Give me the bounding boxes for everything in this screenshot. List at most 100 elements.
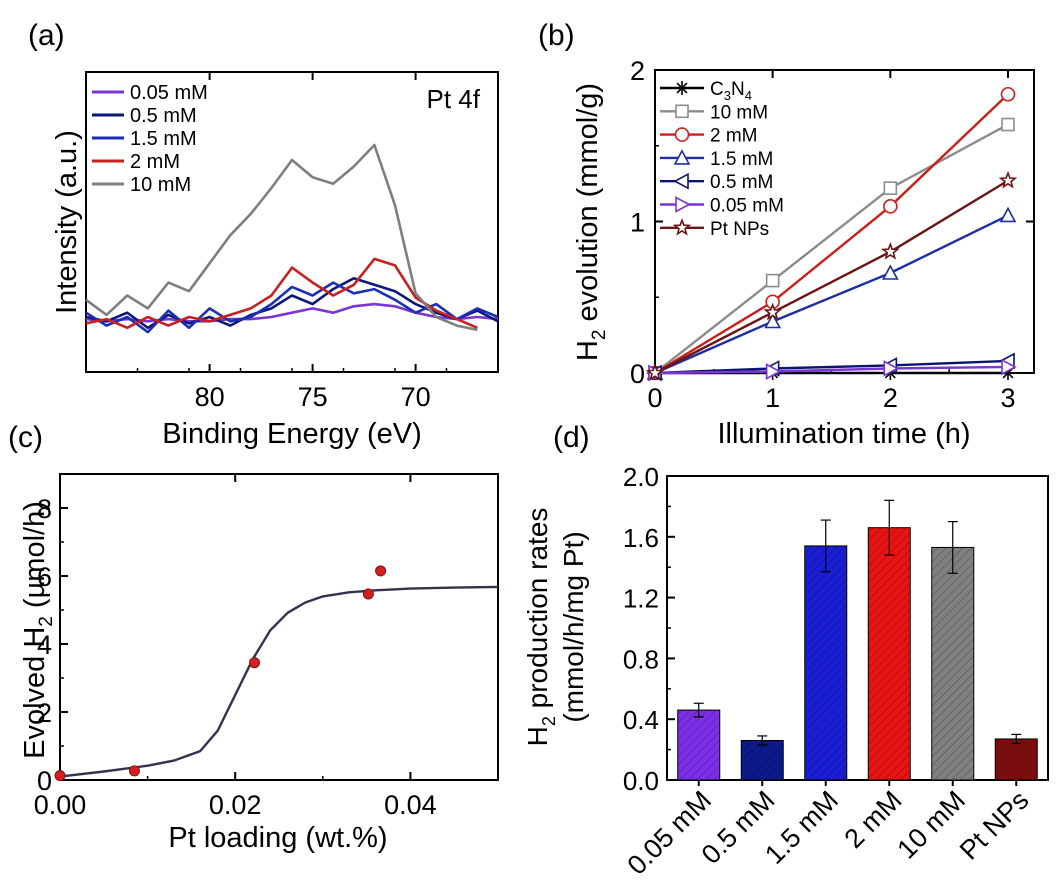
panel-b-data-point: [1001, 117, 1015, 132]
panel-b-legend-marker: [672, 218, 692, 236]
panel-c-ytick-label: 4: [37, 630, 52, 660]
panel-a-legend-label: 2 mM: [130, 151, 180, 173]
panel-c-ytick-label: 2: [37, 698, 52, 728]
panel-b-legend-label: 1.5 mM: [710, 149, 773, 170]
panel-b-legend-marker: [673, 172, 689, 190]
panel-b-data-point: [883, 199, 898, 214]
panel-c-fit: [59, 585, 499, 778]
panel-d-category-label: Pt NPs: [954, 785, 1035, 866]
panel-c-fit-curve: [59, 585, 499, 778]
panel-d-ylabel-sub: 2: [539, 716, 559, 726]
panel-b-legend-marker: [675, 196, 691, 213]
panel-label-a: (a): [28, 19, 65, 52]
panel-b-data-point: [881, 264, 899, 280]
panel-b-ylabel-main: H: [572, 340, 604, 361]
panel-d-bar-hatch: [931, 547, 974, 780]
panel-d-ytick-label: 2.0: [623, 462, 659, 492]
panel-b-ylabel: H2 evolution (mmol/g): [572, 83, 610, 361]
panel-a-series: [85, 143, 499, 334]
panel-a-xtick-label: 80: [195, 382, 225, 412]
panel-b-legend-label-part: 4: [745, 88, 752, 103]
panel-d-ylabel-line2: (mmol/h/mg Pt): [558, 531, 589, 722]
panel-b-data-point: [764, 312, 782, 329]
panel-d-frame: [666, 475, 1049, 781]
panel-a-xlabel: Binding Energy (eV): [162, 418, 422, 450]
panel-d-ytick-label: 0.8: [623, 644, 659, 674]
panel-b-legend-label: 0.5 mM: [710, 172, 773, 193]
panel-b-data-point: [763, 302, 782, 321]
panel-c-data-point: [128, 765, 140, 777]
panel-b-legend-label-part: 3: [724, 88, 731, 103]
panel-b-ytick-label: 0: [630, 359, 645, 389]
panel-b-xtick-label: 3: [1000, 383, 1015, 413]
panel-d-ticks: 0.0 0.4 0.8 1.2 1.6 2.0: [623, 462, 675, 796]
panel-label-b: (b): [538, 19, 575, 52]
panel-b-legend-marker: [673, 149, 691, 165]
panel-d-category-label: 0.05 mM: [622, 785, 717, 880]
panel-b-series-line: [654, 179, 1009, 375]
panel-c-ytick-label: 6: [37, 562, 52, 592]
panel-b-data-point: [765, 273, 780, 288]
panel-a-xtick-label: 75: [298, 382, 328, 412]
panel-d-ytick-label: 0.0: [623, 766, 659, 796]
panel-c-ytick-label: 0: [37, 766, 52, 796]
panel-a-ylabel: Intensity (a.u.): [51, 130, 83, 314]
panel-b-data-point: [645, 363, 665, 381]
panel-b-legend-label: Pt NPs: [710, 219, 769, 240]
panel-b-ytick-label: 2: [630, 56, 645, 86]
panel-label-c: (c): [8, 421, 43, 454]
panel-b-data-point: [1000, 86, 1016, 102]
panel-b-series-line: [654, 214, 1009, 375]
panel-d-ytick-label: 0.4: [623, 705, 659, 735]
panel-d-ylabel-line1: H2 production rates: [522, 508, 559, 747]
panel-c-xtick-label: 0.04: [384, 790, 437, 820]
panel-a-series-line: [85, 257, 478, 330]
panel-b-legend-label: 10 mM: [710, 102, 768, 123]
panel-b-legend-marker: [674, 127, 690, 142]
panel-b-legend-marker: [675, 81, 689, 95]
panel-b-legend-label: 0.05 mM: [710, 196, 784, 217]
panel-a-legend-label: 1.5 mM: [130, 128, 197, 150]
panel-c-xtick-label: 0.00: [34, 790, 87, 820]
panel-c-ylabel: Evolved H2 (µmol/h): [19, 501, 57, 759]
panel-b-legend-label: C3N4: [710, 79, 752, 103]
panel-c-ytick-label: 8: [37, 494, 52, 524]
panel-a-annotation: Pt 4f: [427, 84, 481, 114]
panel-b-data-point: [883, 181, 898, 195]
panel-b-legend-label-part: N: [731, 79, 745, 100]
panel-a-xtick-label: 70: [401, 382, 431, 412]
panel-b-ylabel-rest: evolution (mmol/g): [572, 83, 604, 330]
panel-d-bar: [994, 738, 1038, 781]
panel-d-ytick-label: 1.6: [623, 523, 659, 553]
panel-b-legend-marker: [675, 104, 689, 119]
panel-b-data-point: [883, 360, 900, 377]
panel-b-data-point: [1001, 366, 1015, 380]
panel-c-ylabel-sub: 2: [36, 616, 57, 627]
panel-a-legend-label: 0.5 mM: [130, 105, 197, 127]
panel-b-series: [645, 86, 1018, 382]
panel-d-bar-hatch: [804, 545, 847, 780]
panel-b-xlabel: Illumination time (h): [717, 418, 970, 450]
panel-b-series-line: [654, 365, 1009, 375]
panel-c-data-point: [248, 657, 260, 669]
panel-c-ticks: 0.00 0.02 0.04 0 2 4 6 8: [34, 474, 499, 820]
panel-c-ylabel-main: Evolved H: [19, 627, 51, 759]
panel-c-ylabel-rest: (µmol/h): [19, 501, 51, 616]
panel-c-data-point: [362, 588, 374, 600]
panel-a-legend-label: 10 mM: [130, 174, 191, 196]
panel-b-xtick-label: 1: [765, 383, 780, 413]
panel-b-series-line: [654, 123, 1009, 374]
panel-b-data-point: [999, 206, 1017, 223]
panel-c-points: [54, 565, 387, 782]
panel-b-xtick-label: 2: [883, 383, 898, 413]
panel-d: 0.0 0.4 0.8 1.2 1.6 2.0 0.05 mM0.5 mM1.5 mM2 …: [522, 462, 1049, 881]
panel-b-xtick-label: 0: [647, 383, 662, 413]
panel-d-bar-hatch: [677, 710, 720, 780]
panel-a-series-line: [85, 143, 478, 332]
panel-d-ylabel-rest: production rates: [522, 508, 553, 717]
